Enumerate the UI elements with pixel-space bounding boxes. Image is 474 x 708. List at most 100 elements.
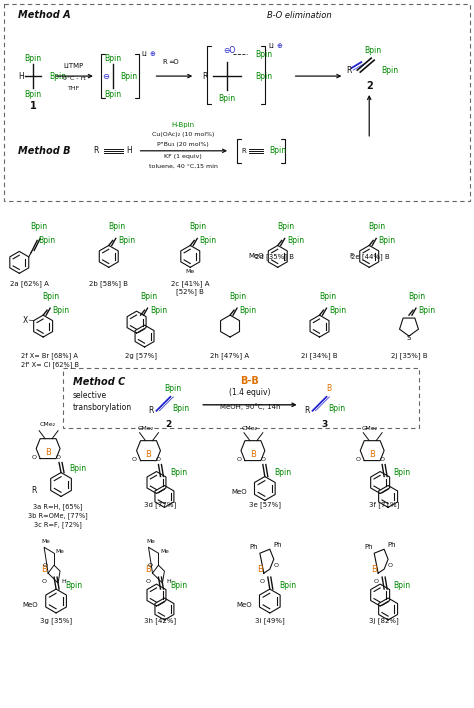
Text: Bpin: Bpin [69,464,86,473]
Text: O: O [32,455,36,460]
Text: O: O [260,457,265,462]
Text: 3i [49%]: 3i [49%] [255,617,285,624]
Text: 3b R=OMe, [77%]: 3b R=OMe, [77%] [28,512,88,519]
Text: Ph: Ph [273,542,282,548]
Text: ⊖: ⊖ [102,72,109,81]
Text: F: F [349,253,353,259]
Text: THF: THF [68,86,80,91]
Text: 3j [82%]: 3j [82%] [369,617,399,624]
Text: LiTMP: LiTMP [64,63,84,69]
Text: Bpin: Bpin [269,147,286,155]
Text: Bpin: Bpin [229,292,246,301]
Text: H-Bpin: H-Bpin [172,122,195,128]
Text: Bpin: Bpin [255,50,272,59]
Text: R: R [346,66,352,74]
Text: R: R [304,406,309,416]
Text: Bpin: Bpin [277,222,294,231]
Text: P"Bu₃ (20 mol%): P"Bu₃ (20 mol%) [157,142,209,147]
Text: R: R [241,148,246,154]
Text: Li: Li [142,51,147,57]
Text: Bpin: Bpin [219,93,236,103]
Text: 3c R=F, [72%]: 3c R=F, [72%] [34,521,82,527]
Text: Bpin: Bpin [31,222,48,231]
Text: 2e [44%] B: 2e [44%] B [351,253,390,260]
Text: Me: Me [160,549,169,554]
Text: R: R [202,72,208,81]
Text: B-B: B-B [240,376,259,386]
Text: B: B [146,565,152,573]
Text: Me: Me [42,539,51,544]
Text: ═O: ═O [170,59,179,65]
Text: Ph: Ph [250,544,258,550]
Text: B: B [250,450,256,459]
Text: Bpin: Bpin [108,222,125,231]
Text: R: R [93,147,99,155]
Text: Bpin: Bpin [121,72,138,81]
Text: R: R [31,486,37,495]
Text: CMe₂: CMe₂ [137,426,154,431]
Text: Bpin: Bpin [287,236,304,245]
Text: O: O [273,563,278,568]
Text: 3d [77%]: 3d [77%] [144,501,177,508]
Text: O: O [42,578,46,583]
Text: Bpin: Bpin [328,404,345,413]
Text: 3e [57%]: 3e [57%] [249,501,281,508]
Text: Bpin: Bpin [118,236,135,245]
Text: Bpin: Bpin [393,581,410,590]
Text: 2a [62%] A: 2a [62%] A [10,280,49,287]
Text: Method C: Method C [73,377,125,387]
Text: Bpin: Bpin [104,54,121,63]
Text: Ph: Ph [388,542,396,548]
Text: R: R [162,59,167,65]
Text: Bpin: Bpin [170,468,187,477]
Text: 3g [35%]: 3g [35%] [40,617,72,624]
Text: Bpin: Bpin [255,72,272,81]
Text: MeOH, 90°C, 14h: MeOH, 90°C, 14h [219,404,280,410]
Text: O: O [132,457,137,462]
Text: Bpin: Bpin [381,66,398,74]
Text: Bpin: Bpin [38,236,55,245]
Text: R: R [148,406,153,416]
Text: KF (1 equiv): KF (1 equiv) [164,154,202,159]
Text: 3a R=H, [65%]: 3a R=H, [65%] [33,503,83,510]
Text: O: O [147,563,153,568]
Text: Bpin: Bpin [25,89,42,98]
Text: O: O [380,457,384,462]
Text: Method B: Method B [18,146,71,156]
Text: Method A: Method A [18,11,71,21]
Text: 2j [35%] B: 2j [35%] B [391,353,427,360]
Text: 2b [58%] B: 2b [58%] B [89,280,128,287]
Text: 2i [34%] B: 2i [34%] B [301,353,338,360]
Text: 0°C - rt: 0°C - rt [63,76,85,81]
Text: Bpin: Bpin [419,306,436,314]
Text: O: O [146,578,151,583]
Text: transborylation: transborylation [73,404,132,412]
Text: Bpin: Bpin [49,72,66,81]
Text: H: H [62,578,66,583]
Text: Bpin: Bpin [369,222,386,231]
Text: B-O elimination: B-O elimination [267,11,332,20]
Text: [52%] B: [52%] B [176,288,204,295]
Text: Bpin: Bpin [393,468,410,477]
Text: O: O [237,457,241,462]
Text: 2f' X= Cl [62%] B: 2f' X= Cl [62%] B [21,362,79,368]
Text: Bpin: Bpin [319,292,336,301]
Text: Bpin: Bpin [53,306,70,314]
Text: H: H [18,72,24,81]
Text: Bpin: Bpin [104,89,121,98]
Text: O: O [356,457,361,462]
Text: 2f X= Br [68%] A: 2f X= Br [68%] A [21,353,78,360]
Text: Bpin: Bpin [379,236,396,245]
Text: MeO: MeO [231,489,247,496]
Text: Cu(OAc)₂ (10 mol%): Cu(OAc)₂ (10 mol%) [152,132,215,137]
Text: S: S [407,335,411,341]
Text: MeO: MeO [22,602,38,608]
Text: Bpin: Bpin [329,306,346,314]
Text: MeO: MeO [236,602,252,608]
Text: ⊕: ⊕ [277,43,283,50]
Text: MeO: MeO [248,253,264,259]
Text: ⊖O: ⊖O [223,46,235,55]
Text: Bpin: Bpin [170,581,187,590]
Text: H: H [166,578,171,583]
Text: O: O [388,563,392,568]
